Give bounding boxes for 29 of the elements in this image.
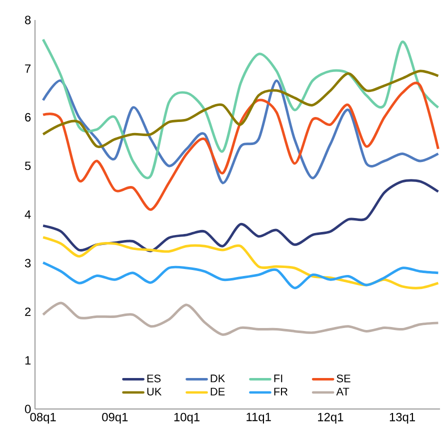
legend-label: AT (336, 388, 350, 396)
y-tick-label: 0 (24, 404, 31, 414)
y-tick-label: 8 (25, 16, 31, 24)
line-series (42, 302, 440, 336)
y-tick-label: 1 (25, 356, 31, 364)
x-tick-label: 09q1 (102, 412, 128, 424)
y-tick-label: 3 (24, 258, 31, 268)
y-tick-label: 4 (24, 210, 31, 219)
legend-label: FR (274, 388, 288, 396)
line-series (42, 236, 440, 290)
y-tick-label: 7 (25, 64, 31, 73)
legend-label: DK (210, 374, 226, 382)
x-tick-label: 13q1 (390, 412, 415, 424)
legend-label: DE (210, 388, 225, 396)
line-series (42, 261, 440, 290)
y-tick-label: 5 (24, 162, 31, 170)
x-tick-label: 08q1 (30, 412, 56, 424)
line-series (42, 179, 440, 252)
legend-label: SE (336, 374, 350, 382)
line-series (42, 80, 440, 184)
line-series (42, 70, 440, 148)
y-tick-label: 2 (25, 308, 31, 316)
x-tick-label: 11q1 (246, 412, 271, 424)
y-tick-label: 6 (25, 113, 31, 122)
x-tick-label: 10q1 (174, 412, 200, 424)
legend-label: ES (147, 374, 161, 382)
x-tick-label: 12q1 (318, 412, 344, 424)
legend-label: UK (147, 388, 162, 396)
legend-label: FI (274, 374, 282, 382)
